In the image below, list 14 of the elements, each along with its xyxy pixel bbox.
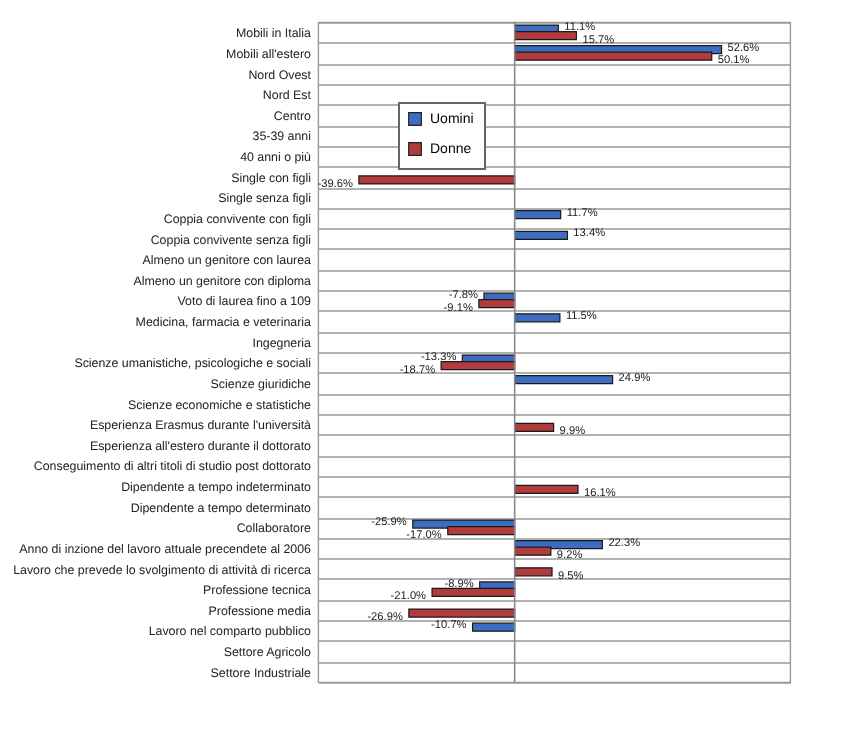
bar bbox=[358, 175, 516, 185]
bar bbox=[514, 422, 555, 433]
bar bbox=[514, 313, 561, 323]
bar bbox=[514, 210, 562, 220]
bar bbox=[478, 299, 516, 309]
bar bbox=[514, 567, 553, 577]
bar bbox=[431, 587, 516, 598]
bar bbox=[408, 608, 516, 618]
bar bbox=[514, 375, 614, 385]
bar bbox=[514, 30, 578, 41]
bar bbox=[471, 622, 516, 632]
bar bbox=[514, 484, 579, 494]
bar bbox=[440, 360, 516, 371]
bar bbox=[514, 230, 568, 240]
